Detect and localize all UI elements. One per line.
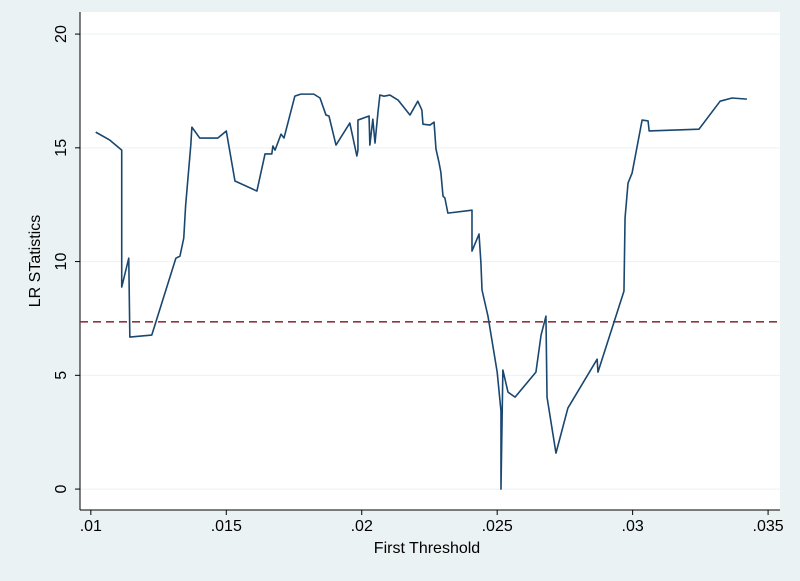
x-tick-label: .01	[80, 518, 102, 535]
y-axis-label: LR STatistics	[27, 215, 44, 307]
x-tick-label: .015	[211, 518, 242, 535]
x-tick-label: .035	[753, 518, 784, 535]
y-tick-label: 10	[53, 253, 70, 271]
x-axis-label: First Threshold	[374, 540, 480, 557]
x-tick-label: .02	[351, 518, 373, 535]
y-tick-label: 0	[53, 485, 70, 494]
data-line	[95, 93, 748, 490]
x-tick-label: .025	[482, 518, 513, 535]
y-tick-label: 15	[53, 139, 70, 157]
x-tick-label: .03	[622, 518, 644, 535]
y-tick-label: 20	[53, 25, 70, 43]
y-tick-label: 5	[53, 371, 70, 380]
plot-area	[80, 12, 780, 510]
